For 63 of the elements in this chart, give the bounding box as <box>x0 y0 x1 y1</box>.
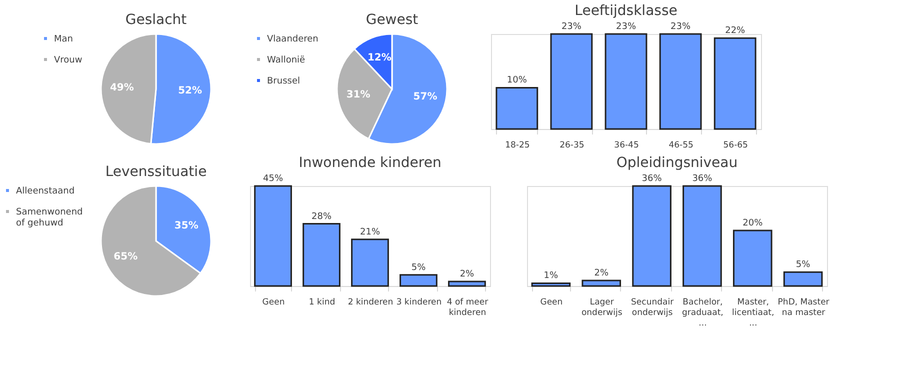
bar <box>400 274 438 287</box>
x-tick-label: 2 kinderen <box>348 298 394 308</box>
data-label: 5% <box>411 262 426 273</box>
chart-title: Gewest <box>366 12 419 28</box>
bar <box>302 223 340 287</box>
bar <box>582 280 622 287</box>
x-tick-label: Geen <box>540 298 563 308</box>
legend-label: Man <box>54 34 73 44</box>
data-label: 22% <box>725 26 746 36</box>
data-label: 35% <box>174 220 198 232</box>
data-label: 20% <box>742 218 764 228</box>
x-tick-label: 18-25 <box>505 140 530 150</box>
data-label: 36% <box>642 174 662 184</box>
bar <box>732 230 772 287</box>
data-label: 2% <box>594 268 609 278</box>
x-tick-label: 46-55 <box>668 140 694 150</box>
data-label: 65% <box>114 251 138 262</box>
x-tick-label: 36-45 <box>614 140 639 150</box>
data-label: 57% <box>413 91 438 102</box>
data-label: 1% <box>544 271 559 282</box>
data-label: 28% <box>312 212 332 222</box>
bar <box>351 238 389 287</box>
bar <box>448 280 486 287</box>
chart-title: Leeftijdsklasse <box>574 3 678 19</box>
x-tick-label: PhD, Master na master <box>778 298 830 318</box>
bar <box>783 271 823 287</box>
x-tick-label: 1 kind <box>308 298 336 308</box>
chart-title: Levenssituatie <box>105 164 207 180</box>
legend-label: Vrouw <box>54 56 82 66</box>
data-label: 5% <box>796 260 811 270</box>
legend-label: Wallonië <box>267 56 306 66</box>
data-label: 49% <box>110 82 134 94</box>
data-label: 45% <box>263 174 284 184</box>
x-tick-label: Master, licentiaat, ... <box>732 298 774 328</box>
legend-label: Brussel <box>267 76 300 86</box>
data-label: 21% <box>360 227 380 238</box>
bar <box>531 282 571 287</box>
data-label: 23% <box>561 22 582 32</box>
data-label: 23% <box>616 22 636 32</box>
chart-title: Opleidingsniveau <box>616 155 738 171</box>
bar <box>632 185 672 287</box>
data-label: 12% <box>367 52 392 64</box>
bar <box>682 185 722 287</box>
x-tick-label: Geen <box>262 298 285 308</box>
legend-label: Vlaanderen <box>267 34 318 44</box>
chart-title: Inwonende kinderen <box>298 155 442 171</box>
data-label: 36% <box>692 174 713 184</box>
chart-title: Geslacht <box>125 12 188 28</box>
legend-label: Alleenstaand <box>16 186 75 196</box>
legend-label: Samenwonend of gehuwd <box>16 208 83 228</box>
x-tick-label: Bachelor, graduaat, ... <box>682 298 724 328</box>
data-label: 10% <box>506 76 528 86</box>
x-tick-label: 26-35 <box>560 140 584 150</box>
x-tick-label: 4 of meer kinderen <box>446 298 489 318</box>
bar <box>254 185 292 287</box>
data-label: 23% <box>670 22 691 32</box>
x-tick-label: Secundair onderwijs <box>631 298 674 318</box>
data-label: 2% <box>460 270 475 280</box>
x-tick-label: 56-65 <box>723 140 748 150</box>
data-label: 52% <box>178 86 202 97</box>
data-label: 31% <box>346 89 370 100</box>
x-tick-label: 3 kinderen <box>396 298 442 308</box>
x-tick-label: Lager onderwijs <box>581 298 623 318</box>
